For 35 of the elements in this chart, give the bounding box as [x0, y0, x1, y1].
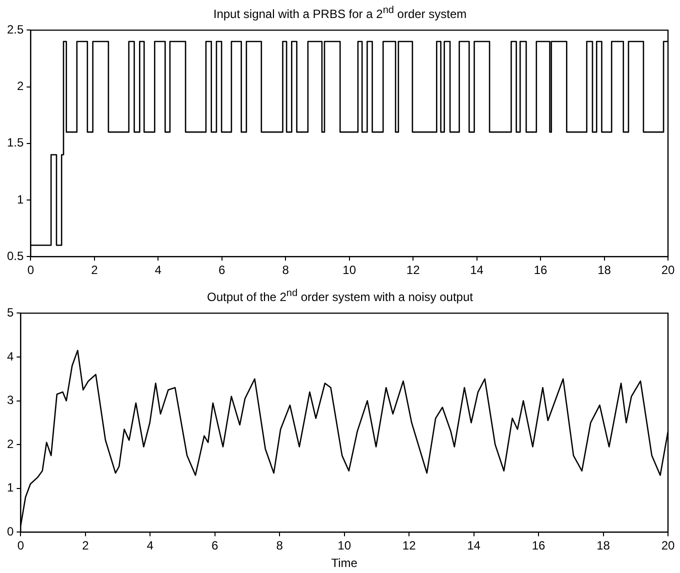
y-tick-label: 4 — [6, 349, 14, 364]
x-tick-label: 14 — [467, 538, 481, 553]
x-tick-label: 18 — [596, 538, 610, 553]
x-tick-label: 2 — [91, 263, 98, 278]
x-tick-label: 14 — [470, 263, 484, 278]
chart-title: Input signal with a PRBS for a 2$^{nd}$ order system — [212, 4, 468, 21]
y-tick-label: 5 — [6, 306, 14, 320]
y-tick-label: 2.5 — [6, 22, 24, 37]
x-tick-label: 6 — [212, 538, 219, 553]
x-tick-label: 12 — [402, 538, 416, 553]
y-tick-label: 1 — [6, 480, 14, 495]
x-tick-label: 16 — [532, 538, 546, 553]
x-tick-label: 10 — [338, 538, 352, 553]
x-tick-label: 20 — [661, 263, 675, 278]
x-tick-label: 2 — [82, 538, 90, 553]
chart-title: Output of the 2$^{nd}$ order system with a noisy output — [206, 287, 474, 304]
x-tick-label: 4 — [146, 538, 154, 553]
x-tick-label: 12 — [406, 263, 420, 278]
y-tick-label: 2 — [6, 436, 14, 451]
x-tick-label: 4 — [154, 263, 162, 278]
y-tick-label: 1.5 — [6, 136, 24, 150]
y-tick-label: 3 — [6, 393, 14, 408]
x-tick-label: 10 — [342, 263, 356, 278]
x-tick-label: 20 — [661, 538, 675, 553]
y-tick-label: 0.5 — [6, 248, 24, 263]
x-tick-label: 16 — [534, 263, 548, 278]
x-tick-label: 0 — [27, 263, 34, 278]
x-axis-title: Time — [331, 556, 358, 570]
x-tick-label: 8 — [282, 263, 290, 278]
x-tick-label: 8 — [276, 538, 284, 553]
y-tick-label: 1 — [16, 192, 24, 206]
y-tick-label: 0 — [6, 524, 14, 539]
y-tick-label: 2 — [16, 79, 24, 94]
x-tick-label: 18 — [598, 263, 612, 278]
x-tick-label: 6 — [218, 263, 226, 278]
